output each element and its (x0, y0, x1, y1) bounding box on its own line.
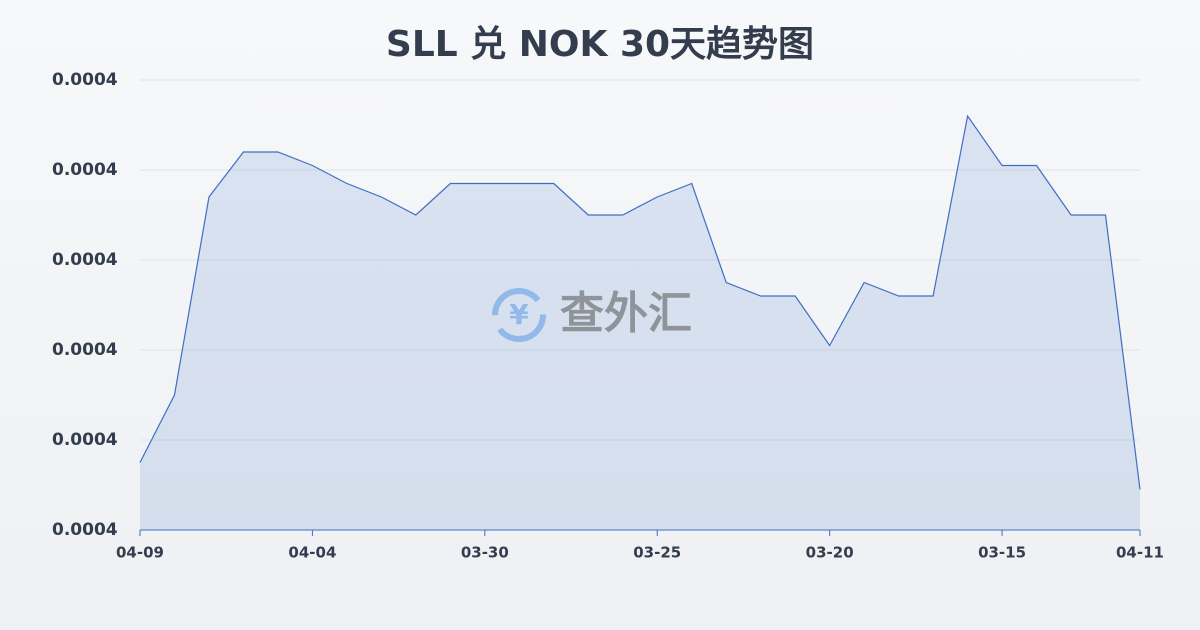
y-tick-label: 0.0004 (52, 250, 118, 270)
x-tick-label: 04-04 (288, 544, 336, 562)
y-tick-label: 0.0004 (52, 340, 118, 360)
svg-text:¥: ¥ (509, 298, 529, 331)
area-line (139, 114, 1141, 490)
y-tick-label: 0.0004 (52, 430, 118, 450)
watermark: ¥ 查外汇 (492, 288, 692, 342)
area-fill (140, 116, 1140, 530)
x-tick-label: 03-15 (978, 544, 1026, 562)
x-tick-label: 03-30 (461, 544, 509, 562)
x-tick-label: 04-09 (116, 544, 164, 562)
x-tick-label: 03-25 (633, 544, 681, 562)
watermark-text: 查外汇 (560, 288, 692, 339)
y-tick-label: 0.0004 (52, 70, 118, 90)
y-tick-label: 0.0004 (52, 520, 118, 540)
x-tick-label: 04-11 (1116, 544, 1164, 562)
chart-title: SLL 兑 NOK 30天趋势图 (386, 24, 814, 65)
y-tick-label: 0.0004 (52, 160, 118, 180)
x-tick-label: 03-20 (806, 544, 854, 562)
